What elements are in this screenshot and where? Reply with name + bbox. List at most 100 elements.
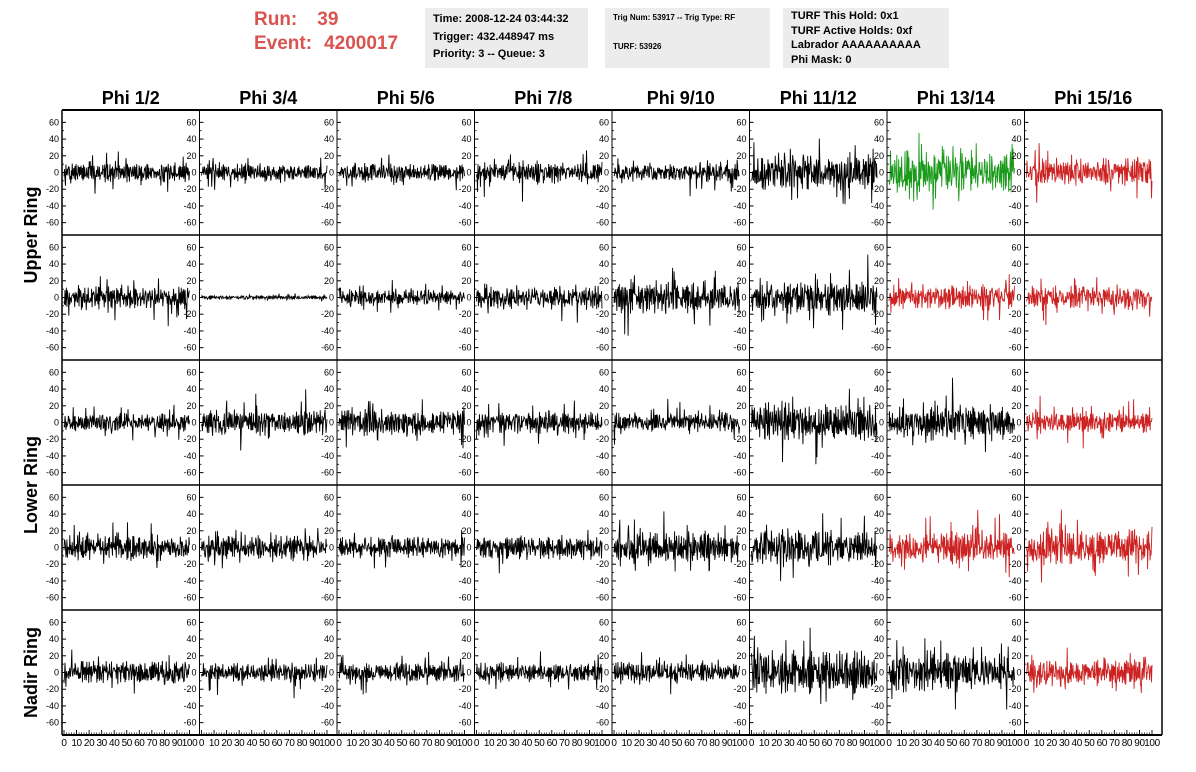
y-tick-label: -20	[321, 434, 334, 444]
y-tick-label: 20	[1011, 401, 1021, 411]
x-tick-label: 10	[71, 738, 82, 749]
waveform-panel: 60 40 20 0 -20 -40 -60	[733, 492, 878, 603]
waveform-panel: 60 40 20 0 -20 -40 -60	[1008, 117, 1153, 228]
x-tick-label: 40	[934, 738, 945, 749]
x-tick-label: 30	[1059, 738, 1070, 749]
x-tick-label: 50	[809, 738, 820, 749]
y-tick-label: -40	[183, 451, 196, 461]
y-tick-label: 60	[599, 367, 609, 377]
y-tick-label: -40	[183, 576, 196, 586]
y-tick-label: 40	[736, 634, 746, 644]
y-tick-label: -60	[596, 343, 609, 353]
y-tick-label: -60	[183, 343, 196, 353]
y-tick-label: 0	[54, 543, 59, 553]
y-tick-label: -20	[596, 684, 609, 694]
y-tick-label: -20	[183, 184, 196, 194]
event-row: Event: 4200017	[254, 32, 398, 56]
column-header: Phi 1/2	[102, 88, 160, 108]
y-tick-label: -20	[458, 559, 471, 569]
y-tick-label: 40	[49, 259, 59, 269]
y-tick-label: 20	[599, 151, 609, 161]
column-header: Phi 3/4	[239, 88, 297, 108]
time-text: Time: 2008-12-24 03:44:32	[433, 13, 569, 25]
x-tick-label: 40	[109, 738, 120, 749]
y-tick-label: 40	[186, 509, 196, 519]
waveform-trace	[63, 276, 190, 327]
y-tick-label: 20	[49, 276, 59, 286]
y-tick-label: 20	[874, 151, 884, 161]
y-tick-label: 40	[49, 509, 59, 519]
y-tick-label: 0	[741, 543, 746, 553]
x-tick-label: 70	[972, 738, 983, 749]
x-tick-label: 20	[221, 738, 232, 749]
x-tick-label: 30	[371, 738, 382, 749]
y-tick-label: 0	[466, 418, 471, 428]
y-tick-label: 60	[874, 617, 884, 627]
y-tick-label: 60	[736, 617, 746, 627]
y-tick-label: -60	[321, 718, 334, 728]
y-tick-label: 0	[329, 418, 334, 428]
y-tick-label: 0	[879, 293, 884, 303]
x-tick-label: 20	[634, 738, 645, 749]
waveform-trace	[1026, 143, 1153, 203]
y-tick-label: 60	[1011, 117, 1021, 127]
y-tick-label: -60	[1008, 343, 1021, 353]
waveform-panel: 60 40 20 0 -20 -40 -60	[458, 367, 603, 478]
y-tick-label: -40	[596, 326, 609, 336]
waveform-panel: 60 40 20 0 -20 -40 -60	[596, 117, 740, 228]
x-tick-label: 90	[309, 738, 320, 749]
waveform-panel: 60 40 20 0 -20 -40 -60	[458, 617, 603, 728]
y-tick-label: 40	[874, 384, 884, 394]
y-tick-label: -40	[871, 701, 884, 711]
x-tick-label: 100	[594, 738, 610, 749]
y-tick-label: -20	[733, 434, 746, 444]
waveform-panel: 60 40 20 0 -20 -40 -60	[321, 367, 465, 478]
column-header: Phi 9/10	[647, 88, 715, 108]
y-tick-label: 20	[736, 651, 746, 661]
y-tick-label: 0	[466, 293, 471, 303]
waveform-trace	[888, 509, 1015, 578]
waveform-trace	[751, 627, 878, 705]
x-tick-label: 90	[172, 738, 183, 749]
y-tick-label: 60	[49, 367, 59, 377]
y-tick-label: -20	[46, 309, 59, 319]
x-tick-label: 20	[771, 738, 782, 749]
waveform-panel: 60 40 20 0 -20 -40 -60	[1008, 617, 1153, 728]
x-tick-label: 50	[947, 738, 958, 749]
y-tick-label: 20	[461, 276, 471, 286]
y-tick-label: -20	[1008, 309, 1021, 319]
y-tick-label: -20	[183, 684, 196, 694]
column-header: Phi 7/8	[514, 88, 572, 108]
waveform-trace	[201, 527, 328, 569]
y-tick-label: -20	[46, 684, 59, 694]
y-tick-label: -40	[733, 576, 746, 586]
y-tick-label: 0	[54, 668, 59, 678]
waveform-panel: 60 40 20 0 -20 -40 -60	[1008, 492, 1153, 603]
y-tick-label: 60	[874, 367, 884, 377]
y-tick-label: 0	[54, 418, 59, 428]
waveform-panel: 60 40 20 0 -20 -40 -60	[183, 617, 328, 728]
column-header: Phi 15/16	[1054, 88, 1132, 108]
y-tick-label: -20	[46, 559, 59, 569]
event-label: Event:	[254, 33, 313, 54]
x-tick-label: 90	[722, 738, 733, 749]
y-tick-label: -60	[733, 718, 746, 728]
x-tick-label: 70	[1109, 738, 1120, 749]
y-tick-label: -20	[183, 309, 196, 319]
y-tick-label: -60	[458, 718, 471, 728]
x-tick-label: 90	[997, 738, 1008, 749]
y-tick-label: -60	[458, 593, 471, 603]
y-tick-label: 0	[879, 168, 884, 178]
y-tick-label: -20	[183, 559, 196, 569]
row-label: Nadir Ring	[21, 627, 41, 718]
turf-this-hold-text: TURF This Hold: 0x1	[791, 10, 899, 22]
waveform-trace	[613, 267, 740, 336]
y-tick-label: 0	[329, 293, 334, 303]
y-tick-label: -60	[871, 718, 884, 728]
y-tick-label: -20	[733, 684, 746, 694]
x-tick-label: 80	[709, 738, 720, 749]
y-tick-label: 40	[461, 134, 471, 144]
y-tick-label: 60	[324, 617, 334, 627]
y-tick-label: -20	[458, 309, 471, 319]
x-tick-label: 100	[732, 738, 748, 749]
